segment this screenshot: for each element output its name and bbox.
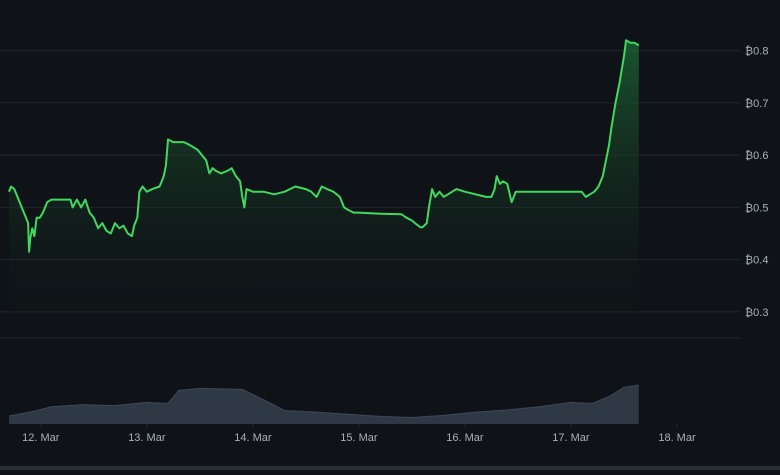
x-tick-label: 18. Mar [658, 432, 696, 444]
price-line-layer [8, 39, 640, 253]
price-line [8, 39, 640, 253]
y-tick-label: ₿0.7 [745, 98, 768, 110]
x-axis: 12. Mar 13. Mar 14. Mar 15. Mar 16. Mar 17. M… [22, 424, 696, 444]
x-tick-label: 17. Mar [552, 432, 590, 444]
x-tick-label: 13. Mar [128, 432, 166, 444]
y-tick-label: ₿0.3 [745, 307, 768, 319]
volume-area [9, 385, 639, 424]
price-area [9, 40, 639, 338]
volume-line [8, 384, 639, 419]
y-axis: ₿0.3 ₿0.4 ₿0.5 ₿0.6 ₿0.7 ₿0.8 [745, 46, 768, 319]
volume-chart [8, 384, 639, 424]
x-tick-label: 14. Mar [234, 432, 272, 444]
price-area-fill [9, 40, 639, 338]
y-tick-label: ₿0.5 [745, 202, 768, 214]
y-tick-label: ₿0.6 [745, 150, 768, 162]
scroll-bar[interactable] [0, 466, 780, 470]
y-tick-label: ₿0.4 [745, 255, 768, 267]
x-tick-label: 15. Mar [340, 432, 378, 444]
y-tick-label: ₿0.8 [745, 46, 768, 58]
x-tick-label: 12. Mar [22, 432, 60, 444]
x-tick-label: 16. Mar [446, 432, 484, 444]
